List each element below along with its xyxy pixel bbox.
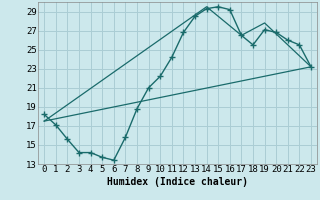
X-axis label: Humidex (Indice chaleur): Humidex (Indice chaleur): [107, 177, 248, 187]
